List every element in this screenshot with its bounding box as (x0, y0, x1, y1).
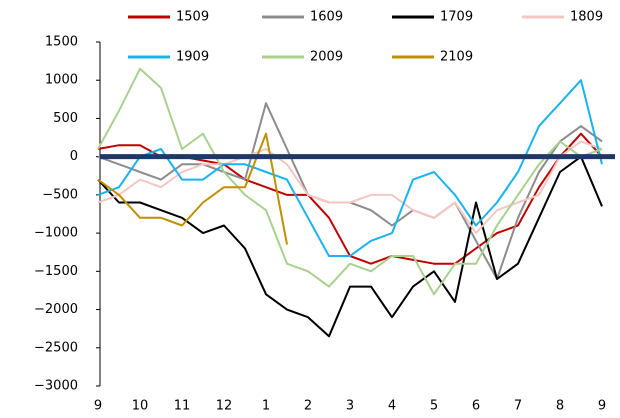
x-tick-label: 7 (514, 399, 522, 414)
x-tick-label: 6 (472, 399, 480, 414)
x-tick-label: 1 (262, 399, 270, 414)
series-line (97, 155, 603, 338)
y-tick-label: 1500 (45, 35, 78, 50)
x-tick-label: 5 (430, 399, 438, 414)
series-line (97, 132, 288, 245)
x-tick-label: 12 (216, 399, 233, 414)
y-tick-label: −2000 (34, 302, 78, 317)
y-tick-label: −1000 (34, 226, 78, 241)
series-line (97, 67, 603, 296)
series-line (97, 102, 603, 280)
legend-label: 1809 (570, 10, 603, 25)
y-tick-label: −3000 (34, 379, 78, 394)
legend-label: 2009 (310, 50, 343, 65)
legend-label: 1909 (176, 50, 209, 65)
y-tick-label: 0 (70, 149, 78, 164)
x-tick-label: 10 (132, 399, 149, 414)
x-tick-label: 3 (346, 399, 354, 414)
series-line (97, 79, 603, 257)
legend-label: 1609 (310, 10, 343, 25)
x-tick-label: 8 (556, 399, 564, 414)
y-tick-label: 500 (53, 111, 78, 126)
x-tick-label: 9 (94, 399, 102, 414)
x-tick-label: 11 (174, 399, 191, 414)
x-tick-label: 9 (598, 399, 606, 414)
y-tick-label: 1000 (45, 73, 78, 88)
legend-label: 1509 (176, 10, 209, 25)
x-tick-label: 4 (388, 399, 396, 414)
legend-label: 2109 (440, 50, 473, 65)
legend-label: 1709 (440, 10, 473, 25)
y-tick-label: −2500 (34, 340, 78, 355)
series-line (97, 140, 603, 235)
y-tick-label: −1500 (34, 264, 78, 279)
y-tick-label: −500 (42, 187, 78, 202)
x-tick-label: 2 (304, 399, 312, 414)
